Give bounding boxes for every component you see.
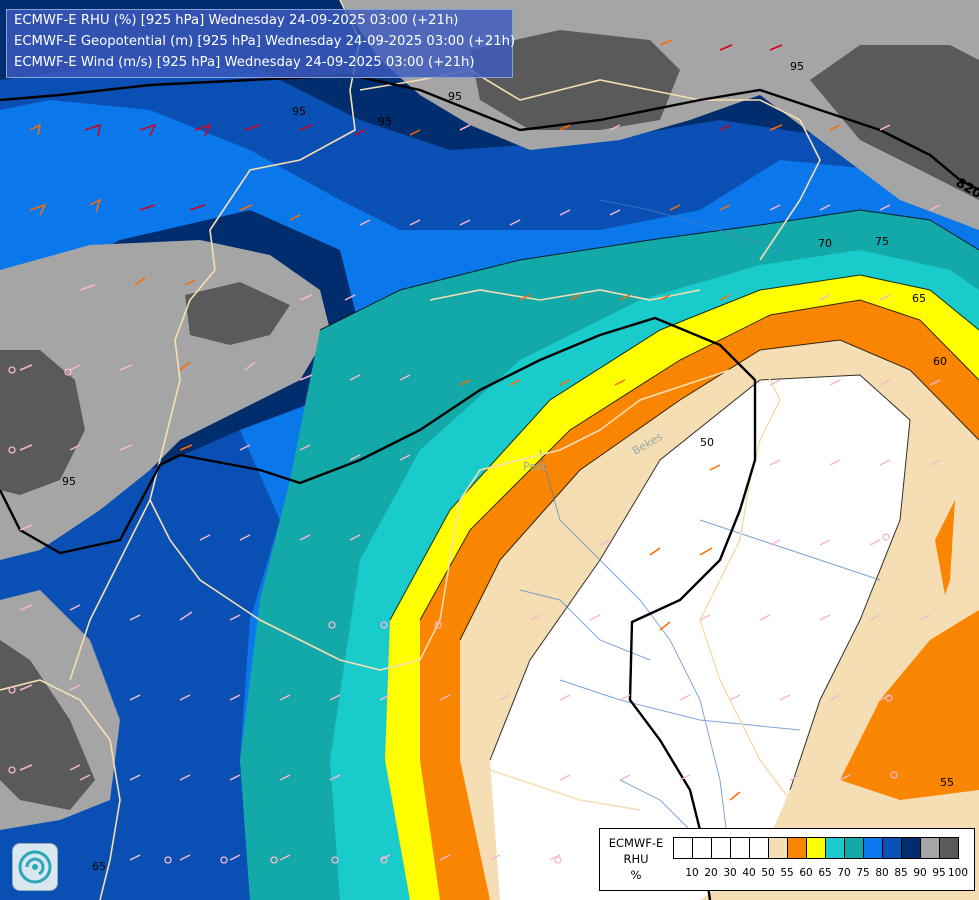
- wind-barbs: [19, 39, 941, 861]
- legend-tick: 70: [837, 867, 851, 879]
- legend-swatch: [863, 837, 883, 859]
- legend-swatch: [711, 837, 731, 859]
- legend-swatch: [920, 837, 940, 859]
- label-70: 70: [818, 237, 832, 250]
- legend-tick: 90: [913, 867, 927, 879]
- legend-tick: 100: [947, 867, 969, 879]
- map-header: ECMWF-E RHU (%) [925 hPa] Wednesday 24-0…: [6, 9, 516, 78]
- legend-tick: 40: [742, 867, 756, 879]
- label-65b: 65: [92, 860, 106, 873]
- legend-swatch: [749, 837, 769, 859]
- rivers: [519, 199, 881, 861]
- rhu-60-zone-e: [935, 500, 955, 595]
- legend-swatch: [882, 837, 902, 859]
- legend-tick: 20: [704, 867, 718, 879]
- legend-swatch: [939, 837, 959, 859]
- legend-swatch: [901, 837, 921, 859]
- legend-tick: 85: [894, 867, 908, 879]
- legend-swatch: [806, 837, 826, 859]
- legend-tick: 10: [685, 867, 699, 879]
- header-line-rhu: ECMWF-E RHU (%) [925 hPa] Wednesday 24-0…: [14, 13, 459, 28]
- legend-swatch: [844, 837, 864, 859]
- legend-title-line1: ECMWF-E: [608, 836, 664, 850]
- legend-swatch: [730, 837, 750, 859]
- legend-tick: 75: [856, 867, 870, 879]
- legend-tick: 95: [932, 867, 946, 879]
- legend-swatch: [673, 837, 693, 859]
- legend-tick: 30: [723, 867, 737, 879]
- legend-unit: %: [630, 868, 642, 882]
- label-50: 50: [700, 436, 714, 449]
- legend-swatch: [768, 837, 788, 859]
- legend-tick: 60: [799, 867, 813, 879]
- legend-tick: 65: [818, 867, 832, 879]
- label-95d: 95: [62, 475, 76, 488]
- rhu-100-zone-n1: [470, 30, 680, 130]
- legend-tick: 55: [780, 867, 794, 879]
- header-line-wind: ECMWF-E Wind (m/s) [925 hPa] Wednesday 2…: [14, 55, 475, 70]
- rhu-legend: ECMWF-E RHU % 10 20 30 40 50 55 60 65 70 75 80 85 90…: [599, 828, 975, 891]
- legend-title-line2: RHU: [623, 852, 649, 866]
- rhu-contours: [319, 209, 979, 791]
- label-65a: 65: [912, 292, 926, 305]
- label-75: 75: [875, 235, 889, 248]
- label-60: 60: [933, 355, 947, 368]
- legend-tick: 80: [875, 867, 889, 879]
- rhu-50-zone: [490, 375, 910, 900]
- label-95b: 95: [378, 115, 392, 128]
- legend-swatch: [692, 837, 712, 859]
- legend-title-block: ECMWF-E RHU %: [600, 835, 672, 883]
- legend-tick: 50: [761, 867, 775, 879]
- label-95c: 95: [292, 105, 306, 118]
- city-pest: Pest: [523, 460, 547, 473]
- ecmwf-logo-icon: [12, 843, 58, 891]
- legend-swatch: [825, 837, 845, 859]
- rhu-60-zone-se: [840, 610, 979, 800]
- geopotential-contours: [0, 73, 979, 900]
- label-95a: 95: [448, 90, 462, 103]
- rhu-100-zone-sw: [0, 640, 95, 810]
- label-55: 55: [940, 776, 954, 789]
- header-line-geopotential: ECMWF-E Geopotential (m) [925 hPa] Wedne…: [14, 34, 516, 49]
- rhu-100-zone-w2: [0, 350, 85, 495]
- label-95e: 95: [790, 60, 804, 73]
- rhu-100-zone-w1: [185, 282, 290, 345]
- calm-wind-circles: [8, 366, 898, 864]
- legend-swatch: [787, 837, 807, 859]
